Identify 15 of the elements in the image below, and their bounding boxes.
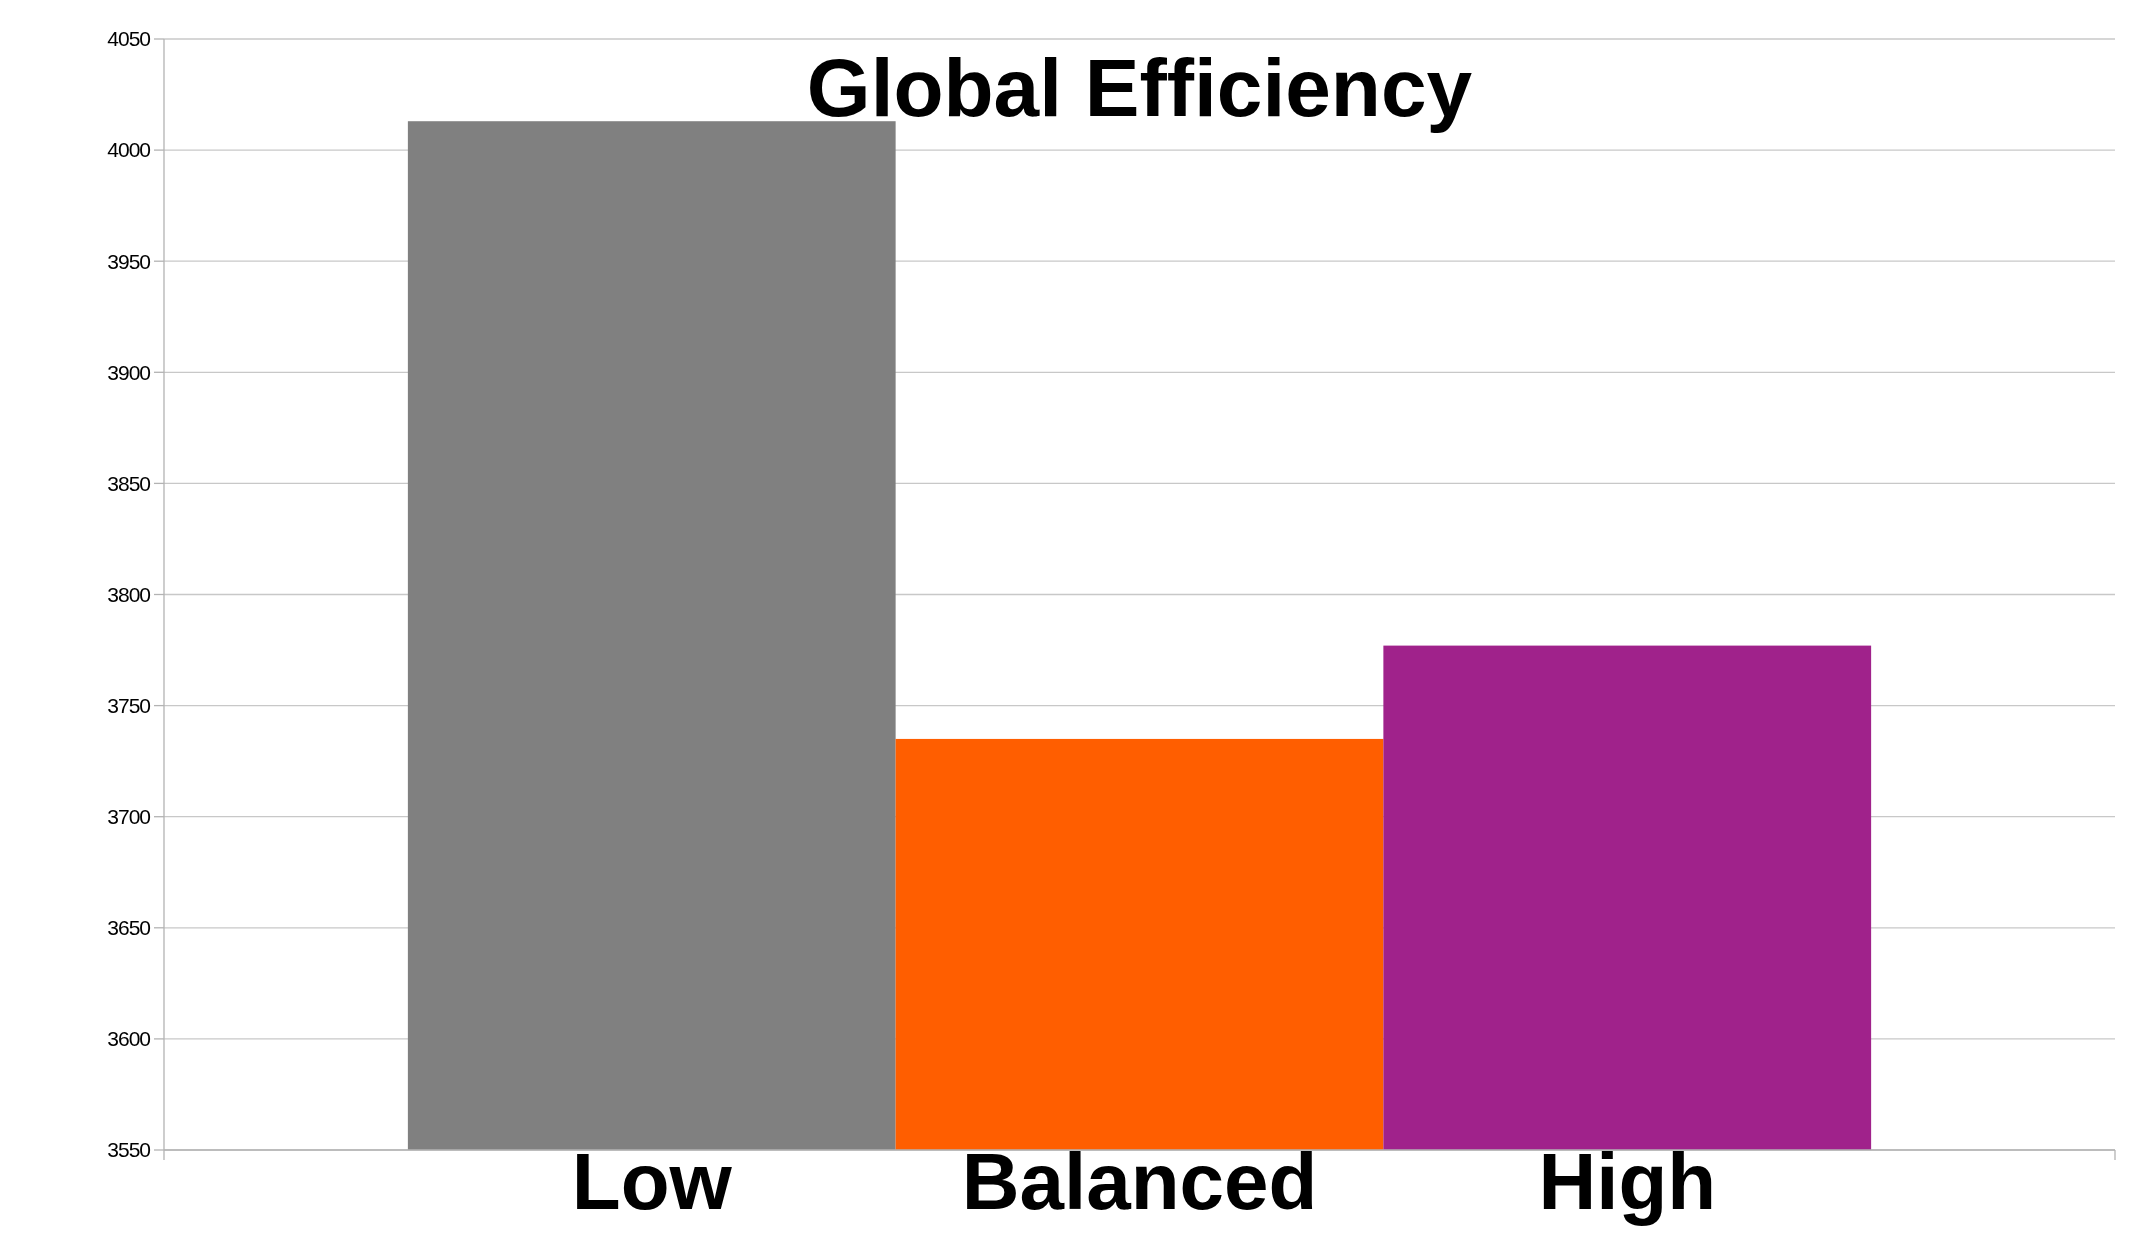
y-tick-label: 3650 [107,916,151,940]
x-tick-label: High [1538,1137,1717,1226]
y-tick-label: 3750 [107,693,151,717]
x-tick-label: Low [571,1137,733,1226]
y-tick-label: 3950 [107,249,151,273]
y-tick-label: 3900 [107,360,151,384]
x-tick-label: Balanced [961,1137,1318,1226]
y-tick-label: 3550 [107,1138,151,1162]
y-tick-label: 3800 [107,582,151,606]
y-tick-label: 3700 [107,805,151,829]
chart-title: Global Efficiency [806,42,1473,133]
y-tick-label: 3600 [107,1027,151,1051]
y-tick-label: 3850 [107,471,151,495]
y-tick-label: 4000 [107,138,151,162]
y-tick-label: 4050 [107,27,151,51]
